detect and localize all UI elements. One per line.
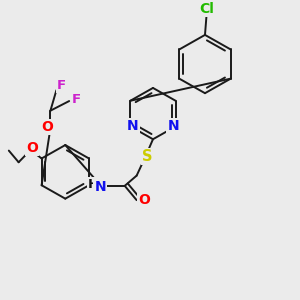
Text: O: O bbox=[26, 141, 38, 155]
Text: F: F bbox=[72, 93, 81, 106]
Text: H: H bbox=[88, 178, 99, 191]
Text: N: N bbox=[167, 119, 179, 134]
Text: F: F bbox=[57, 80, 66, 92]
Text: S: S bbox=[142, 149, 152, 164]
Text: N: N bbox=[127, 119, 139, 134]
Text: O: O bbox=[138, 193, 150, 207]
Text: N: N bbox=[94, 180, 106, 194]
Text: Cl: Cl bbox=[199, 2, 214, 16]
Text: O: O bbox=[41, 120, 53, 134]
